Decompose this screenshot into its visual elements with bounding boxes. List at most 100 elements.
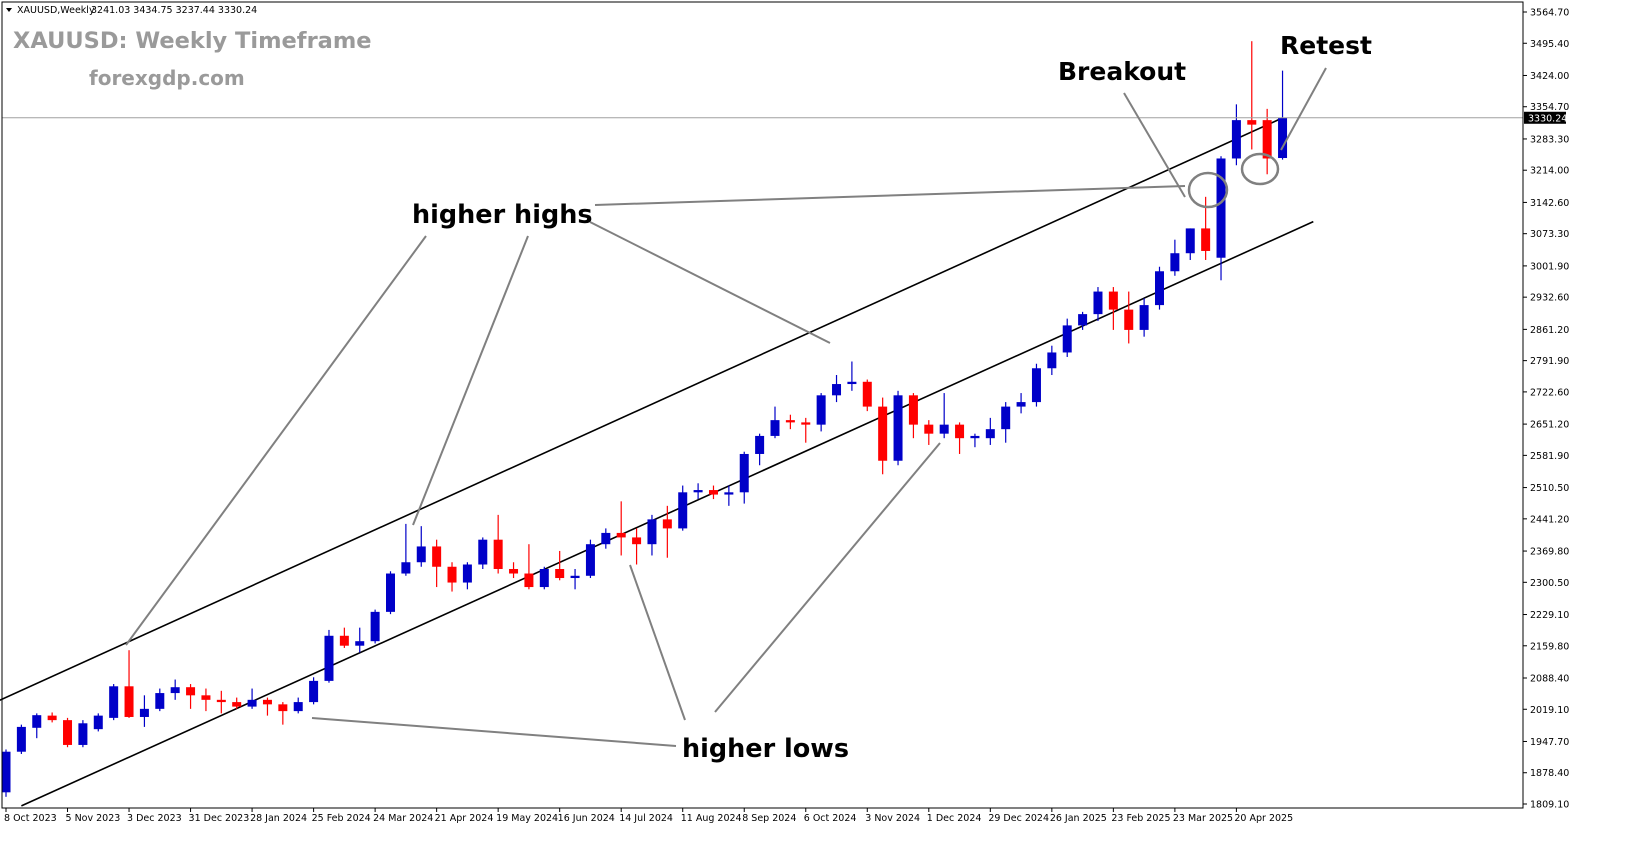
triangle-down-icon: [6, 8, 12, 12]
candle-body: [386, 573, 395, 612]
candle-body: [247, 699, 257, 707]
candle: [662, 505, 672, 558]
time-tick-label: 6 Oct 2024: [804, 813, 857, 824]
candle-body: [309, 680, 319, 703]
candle: [262, 697, 272, 716]
candle-body: [1139, 305, 1149, 330]
candle: [216, 690, 226, 714]
candle: [416, 526, 426, 567]
candle: [893, 390, 903, 466]
price-tick-label: 2369.80: [1530, 547, 1569, 558]
candle: [1247, 41, 1257, 150]
candle-body: [616, 532, 626, 538]
price-axis[interactable]: 3564.70 3495.40 3424.00 3354.70 3283.30 3214.…: [1522, 2, 1569, 811]
candle-body: [1047, 352, 1057, 369]
candle: [124, 650, 134, 718]
price-tick-label: 3564.70: [1530, 8, 1569, 19]
candle-body: [1124, 309, 1134, 330]
candle: [509, 562, 519, 579]
price-tick-label: 3495.40: [1530, 39, 1569, 50]
time-tick-label: 29 Dec 2024: [988, 813, 1049, 824]
candle-body: [1078, 314, 1088, 326]
candle-body: [1, 751, 11, 793]
candle: [908, 393, 918, 439]
candle: [585, 539, 595, 579]
candle: [755, 433, 765, 466]
candle-body: [1216, 158, 1226, 258]
candle-body: [739, 453, 749, 493]
candle: [539, 566, 549, 590]
time-tick-label: 11 Aug 2024: [681, 813, 742, 824]
candle: [601, 528, 611, 549]
candle: [1108, 287, 1118, 330]
candle-body: [662, 519, 672, 529]
candle: [493, 514, 503, 574]
candle-body: [755, 435, 765, 454]
candle: [801, 417, 811, 443]
time-tick-label: 28 Jan 2024: [250, 813, 307, 824]
candle: [478, 537, 488, 570]
candle-body: [432, 546, 442, 567]
higher-lows-pointer-1: [311, 717, 677, 747]
higher-highs-pointer-3: [589, 221, 831, 344]
price-tick-label: 1809.10: [1530, 800, 1569, 811]
candle: [1016, 393, 1026, 414]
candle: [309, 677, 319, 705]
time-tick-label: 20 Apr 2025: [1234, 813, 1293, 824]
candle-body: [493, 539, 503, 570]
candle: [985, 417, 995, 445]
candle: [1231, 104, 1241, 166]
candle-body: [93, 715, 103, 730]
candle-body: [201, 695, 211, 700]
price-tick-label: 2861.20: [1530, 325, 1569, 336]
candle-body: [1062, 325, 1072, 353]
candle: [924, 420, 934, 445]
candle: [1262, 108, 1272, 175]
website-label: forexgdp.com: [89, 66, 245, 90]
candle-body: [924, 424, 934, 434]
price-tick-label: 2441.20: [1530, 514, 1569, 525]
candle-body: [278, 704, 288, 712]
candle: [1078, 311, 1088, 330]
price-tick-label: 3424.00: [1530, 71, 1569, 82]
candle: [555, 550, 565, 581]
price-tick-label: 1947.70: [1530, 737, 1569, 748]
candle: [939, 393, 949, 439]
candle: [32, 713, 42, 739]
candle-body: [832, 384, 842, 396]
candle-body: [32, 715, 42, 728]
candle: [432, 539, 442, 588]
candle: [201, 688, 211, 712]
candle-body: [1093, 291, 1103, 315]
time-tick-label: 3 Dec 2023: [127, 813, 182, 824]
time-axis[interactable]: 8 Oct 2023 5 Nov 2023 3 Dec 2023 31 Dec 202…: [4, 808, 1293, 824]
retest-pointer: [1280, 67, 1327, 151]
candle-body: [816, 395, 826, 425]
candle-body: [478, 539, 488, 565]
candle-body: [908, 395, 918, 425]
higher-lows-pointer-2: [629, 564, 686, 721]
candle: [247, 688, 257, 709]
candle-body: [339, 635, 349, 646]
candle: [186, 684, 196, 709]
price-tick-label: 2791.90: [1530, 356, 1569, 367]
candle: [878, 397, 888, 475]
current-price-tag: 3330.24: [1524, 111, 1567, 124]
channel-line-upper: [0, 117, 1283, 701]
price-tick-label: 1878.40: [1530, 768, 1569, 779]
candle: [370, 609, 380, 644]
candle-body: [1170, 253, 1180, 272]
price-tick-label: 2019.10: [1530, 705, 1569, 716]
candle: [1170, 239, 1180, 276]
ohlc-values: 3241.03 3434.75 3237.44 3330.24: [91, 5, 257, 16]
candle-body: [1001, 406, 1011, 430]
candle-body: [370, 611, 380, 642]
candle: [1185, 228, 1195, 260]
time-tick-label: 26 Jan 2025: [1050, 813, 1107, 824]
higher-lows-label: higher lows: [682, 734, 849, 764]
candle-body: [155, 693, 165, 709]
candle: [678, 485, 688, 531]
candle: [462, 562, 472, 590]
